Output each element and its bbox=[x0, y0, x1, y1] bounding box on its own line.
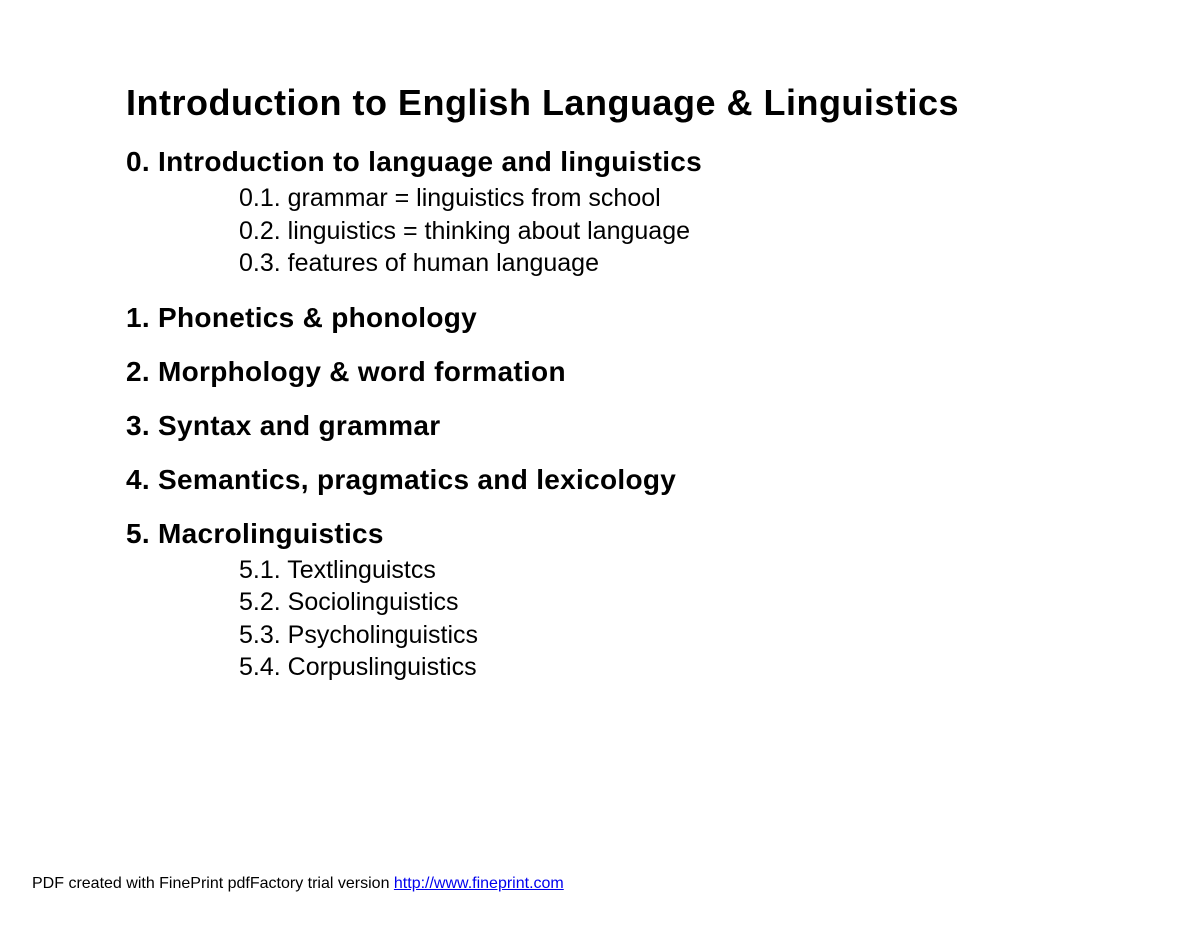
section-1: 1. Phonetics & phonology bbox=[126, 302, 1200, 334]
section-heading: 3. Syntax and grammar bbox=[126, 410, 1200, 442]
footer: PDF created with FinePrint pdfFactory tr… bbox=[32, 875, 564, 893]
document-page: Introduction to English Language & Lingu… bbox=[0, 0, 1200, 684]
section-5: 5. Macrolinguistics 5.1. Textlinguistcs … bbox=[126, 518, 1200, 684]
page-title: Introduction to English Language & Lingu… bbox=[126, 82, 1200, 124]
subitem: 5.3. Psycholinguistics bbox=[239, 619, 1200, 652]
section-heading: 2. Morphology & word formation bbox=[126, 356, 1200, 388]
section-4: 4. Semantics, pragmatics and lexicology bbox=[126, 464, 1200, 496]
footer-link[interactable]: http://www.fineprint.com bbox=[394, 875, 564, 892]
section-0: 0. Introduction to language and linguist… bbox=[126, 146, 1200, 280]
subitem: 0.1. grammar = linguistics from school bbox=[239, 182, 1200, 215]
section-heading: 0. Introduction to language and linguist… bbox=[126, 146, 1200, 178]
section-3: 3. Syntax and grammar bbox=[126, 410, 1200, 442]
subitem: 5.2. Sociolinguistics bbox=[239, 586, 1200, 619]
section-2: 2. Morphology & word formation bbox=[126, 356, 1200, 388]
subitem: 5.1. Textlinguistcs bbox=[239, 554, 1200, 587]
subitem: 0.2. linguistics = thinking about langua… bbox=[239, 215, 1200, 248]
subitem: 5.4. Corpuslinguistics bbox=[239, 651, 1200, 684]
section-heading: 5. Macrolinguistics bbox=[126, 518, 1200, 550]
footer-text: PDF created with FinePrint pdfFactory tr… bbox=[32, 875, 394, 892]
section-heading: 4. Semantics, pragmatics and lexicology bbox=[126, 464, 1200, 496]
section-heading: 1. Phonetics & phonology bbox=[126, 302, 1200, 334]
subitem: 0.3. features of human language bbox=[239, 247, 1200, 280]
